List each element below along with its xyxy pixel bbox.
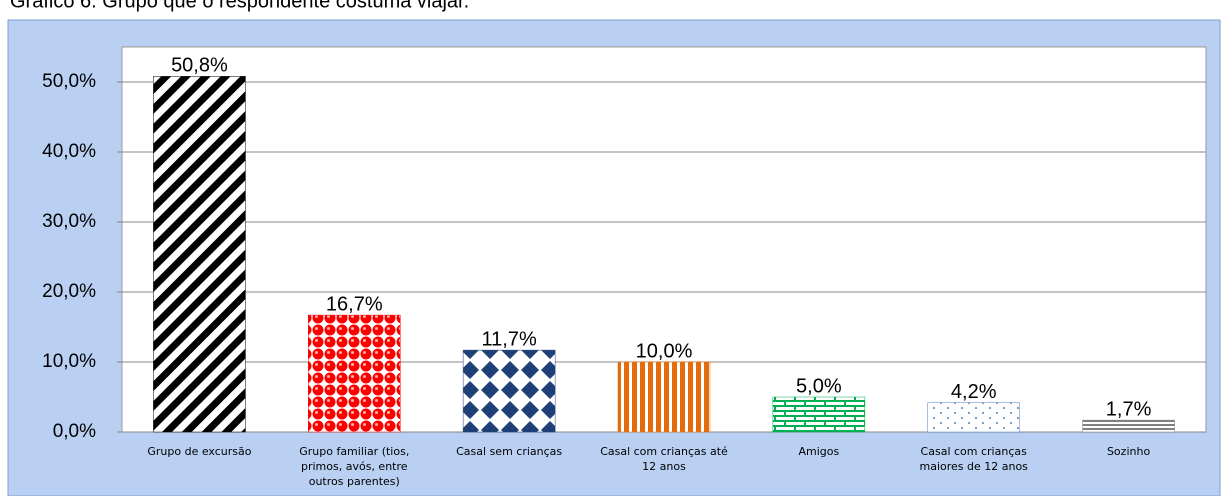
value-label: 50,8%	[171, 55, 228, 77]
bar	[308, 314, 401, 433]
y-tick-label: 50,0%	[42, 71, 96, 92]
bar	[617, 361, 711, 433]
x-tick-label: Sozinho	[1106, 445, 1151, 458]
bar	[927, 402, 1020, 433]
x-tick-label-box: Amigos	[798, 445, 840, 458]
y-tick-label: 40,0%	[42, 141, 96, 162]
x-tick-label: Grupo familiar (tios, primos, avós, entr…	[299, 445, 410, 488]
value-label: 10,0%	[636, 340, 693, 362]
x-tick-label: Casal com crianças maiores de 12 anos	[919, 445, 1028, 473]
chart-title: Gráfico 6. Grupo que o respondente costu…	[10, 0, 469, 12]
x-tick-label-box: Casal sem crianças	[456, 445, 563, 458]
x-tick-label-box: Sozinho	[1106, 445, 1151, 458]
bar	[153, 76, 246, 433]
y-tick-label: 0,0%	[53, 421, 96, 442]
value-label: 4,2%	[951, 381, 997, 403]
x-tick-label: Casal com crianças até 12 anos	[600, 445, 728, 473]
y-tick-label: 30,0%	[42, 211, 96, 232]
value-label: 11,7%	[482, 328, 537, 350]
x-tick-label-box: Grupo familiar (tios, primos, avós, entr…	[299, 445, 410, 488]
x-tick-label-box: Grupo de excursão	[147, 445, 252, 458]
x-tick-label-box: Casal com crianças até 12 anos	[600, 445, 728, 473]
value-label: 16,7%	[326, 293, 383, 315]
y-tick-label: 20,0%	[42, 281, 96, 302]
x-tick-label: Grupo de excursão	[147, 445, 252, 458]
bar	[772, 396, 866, 433]
y-tick-label: 10,0%	[42, 351, 96, 372]
value-label: 5,0%	[796, 375, 842, 397]
x-tick-label-box: Casal com crianças maiores de 12 anos	[919, 445, 1028, 473]
bar	[1082, 419, 1175, 433]
x-tick-label: Casal sem crianças	[456, 445, 563, 458]
bar	[462, 349, 556, 433]
x-tick-label: Amigos	[798, 445, 840, 458]
value-label: 1,7%	[1106, 398, 1152, 420]
